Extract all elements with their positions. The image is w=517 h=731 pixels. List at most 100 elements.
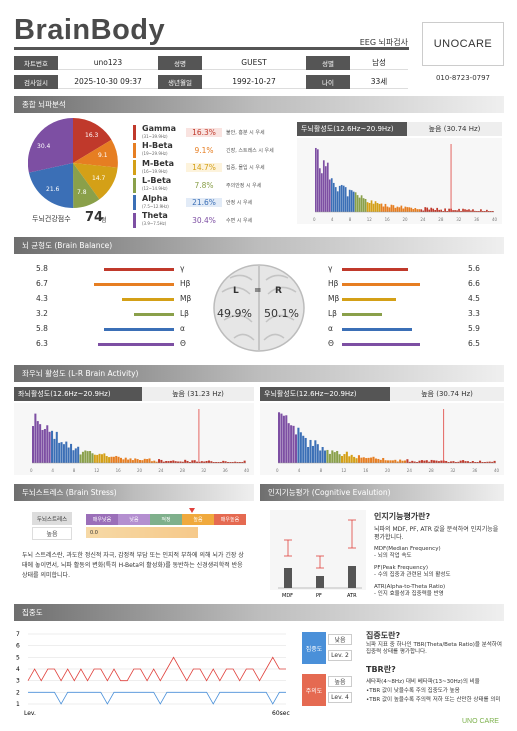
pie-label: 9.1 [98, 152, 108, 159]
clinic-logo: UNOCARE [422, 22, 504, 66]
spectrum-bar [350, 454, 353, 463]
spectrum-bar [484, 211, 486, 212]
spectrum-tick-label: 40 [492, 217, 498, 222]
spectrum-bar [172, 460, 175, 463]
spectrum-tick-label: 8 [73, 468, 76, 473]
balance-right-value: 6.5 [468, 339, 480, 348]
spectrum-bar [326, 449, 329, 463]
band-name: H-Beta (19~29.9Hz) [142, 142, 186, 158]
band-pie-chart: 16.3 9.1 14.7 7.8 21.6 30.4 [28, 118, 118, 208]
spectrum-bar [440, 460, 443, 463]
spectrum-bar [210, 461, 213, 463]
spectrum-bar [388, 207, 391, 212]
spectrum-bar [215, 462, 218, 463]
spectrum-bar [476, 462, 479, 463]
concentration-ytick: 3 [16, 678, 20, 685]
spectrum-bar [462, 208, 464, 212]
balance-right-symbol: Θ [328, 339, 334, 348]
spectrum-bar [357, 455, 360, 463]
spectrum-bar [103, 453, 106, 463]
spectrum-bar [338, 185, 341, 212]
top-dominant-value: 높음 (30.74 Hz) [407, 122, 502, 136]
right-activity-title: 우뇌활성도(12.6Hz~20.9Hz) [260, 387, 390, 401]
spectrum-bar [336, 191, 339, 212]
band-range: (19~29.9Hz) [142, 151, 168, 156]
balance-left-symbol: Θ [180, 339, 186, 348]
balance-right-value: 6.6 [468, 279, 480, 288]
spectrum-bar [428, 461, 431, 463]
band-color-bar [133, 212, 136, 228]
spectrum-bar [198, 461, 201, 463]
spectrum-bar [100, 454, 103, 463]
spectrum-tick-label: 28 [438, 217, 444, 222]
brain-icon [213, 264, 305, 352]
spectrum-bar [432, 208, 435, 212]
spectrum-bar [355, 458, 358, 463]
spectrum-bar [241, 462, 244, 463]
band-description: 긴장, 스트레스 시 우세 [226, 147, 274, 154]
balance-left-symbol: γ [180, 264, 185, 273]
stress-level: 높음 [32, 527, 72, 540]
spectrum-bar [416, 209, 419, 212]
tbr-item: 세타파(4~8Hz) 대비 베타파(13~30Hz)의 비율 [366, 679, 480, 685]
concentration-xstart: Lev. [24, 710, 36, 717]
band-range: (7.5~12.9Hz) [142, 203, 169, 209]
spectrum-bar [285, 415, 288, 463]
cognitive-item-title: ATR(Alpha-to-Theta Ratio) [374, 584, 446, 590]
spectrum-bar [362, 457, 365, 463]
spectrum-bar [438, 209, 441, 212]
spectrum-bar [320, 173, 323, 212]
band-percent: 7.8% [186, 180, 222, 190]
spectrum-bar [362, 198, 365, 212]
spectrum-bar [158, 459, 161, 463]
spectrum-bar [77, 446, 80, 463]
spectrum-bar [440, 209, 442, 212]
band-row: H-Beta (19~29.9Hz) 9.1% 긴장, 스트레스 시 우세 [133, 142, 293, 159]
spectrum-bar [490, 211, 492, 212]
spectrum-bar [488, 211, 490, 212]
spectrum-bar [226, 462, 229, 463]
spectrum-bar [299, 432, 302, 463]
spectrum-bar [464, 209, 466, 212]
spectrum-bar [445, 461, 448, 463]
spectrum-tick-label: 20 [403, 217, 409, 222]
spectrum-bar [343, 454, 346, 463]
spectrum-bar [108, 457, 111, 463]
spectrum-bar [186, 460, 189, 463]
spectrum-bar [139, 460, 142, 463]
pie-slice-theta [28, 118, 73, 173]
spectrum-bar [326, 162, 329, 212]
spectrum-bar [410, 207, 413, 212]
pie-label: 16.3 [85, 132, 99, 139]
stress-value-bar: 0.0 [86, 527, 246, 538]
band-range: (16~19.9Hz) [142, 168, 168, 174]
spectrum-bar [486, 209, 488, 212]
spectrum-bar [435, 460, 438, 463]
stress-scale-step: 매우높음 [214, 514, 246, 525]
section-header-concentration: 집중도 [14, 604, 504, 621]
spectrum-bar [476, 211, 478, 212]
spectrum-bar [302, 435, 305, 463]
spectrum-bar [236, 462, 239, 463]
spectrum-bar [86, 451, 89, 463]
band-color-bar [133, 142, 136, 158]
spectrum-bar [203, 461, 206, 463]
spectrum-bar [408, 207, 411, 212]
spectrum-bar [412, 209, 415, 212]
spectrum-bar [348, 189, 351, 212]
spectrum-bar [212, 462, 215, 463]
concentration-chart: 7 6 5 4 3 2 1 Lev. 60sec [16, 631, 290, 717]
info-value: GUEST [202, 56, 306, 70]
spectrum-tick-label: 20 [137, 468, 143, 473]
spectrum-bar [422, 210, 425, 212]
spectrum-tick-label: 16 [363, 468, 369, 473]
spectrum-bar [468, 209, 470, 212]
info-value: 1992-10-27 [202, 75, 306, 89]
spectrum-bar [110, 456, 113, 463]
stress-scale-step: 낮음 [118, 514, 150, 525]
right-activity-header: 우뇌활성도(12.6Hz~20.9Hz) 높음 (30.74 Hz) [260, 387, 504, 401]
spectrum-bar [394, 207, 397, 212]
spectrum-bar [399, 459, 402, 463]
spectrum-bar [464, 461, 467, 463]
left-frequency-chart: 0 4 8 12 16 20 24 28 32 36 40 [14, 403, 254, 475]
